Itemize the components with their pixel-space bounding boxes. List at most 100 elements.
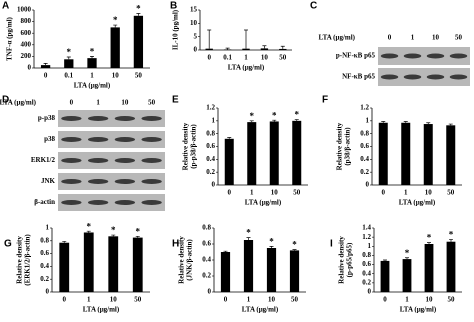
blot-header: LTA (μg/ml) [0, 99, 37, 107]
y-tick-label: 0 [366, 181, 370, 189]
x-tick-label: 50 [447, 189, 455, 197]
y-tick-label: 0.6 [360, 142, 369, 150]
y-tick-label: 0.6 [362, 260, 371, 268]
bar [380, 260, 390, 292]
bar [59, 242, 70, 292]
bar [247, 122, 257, 185]
blot-band [114, 200, 136, 205]
error-bar [86, 230, 91, 233]
panel-label: A [2, 1, 9, 12]
y-tick-label: 0.4 [40, 262, 49, 270]
bar [132, 237, 143, 292]
y-tick-label: 1.2 [206, 104, 215, 112]
blot-strip [58, 152, 165, 169]
error-bar [62, 241, 67, 243]
blot-band [141, 116, 162, 121]
row-label: ERK1/2 [31, 156, 56, 164]
panel-label: I [330, 239, 333, 250]
bar [243, 240, 254, 292]
blot-header: LTA (μg/ml) [319, 34, 356, 42]
x-tick-label: 0 [224, 296, 228, 304]
significance-mark: * [111, 225, 116, 235]
x-tick-label: 0.1 [64, 72, 73, 80]
lane-label: 1 [411, 34, 415, 42]
y-tick-label: 0.6 [40, 249, 49, 257]
bar [279, 48, 287, 50]
x-tick-label: 10 [110, 296, 118, 304]
x-axis-label: LTA (μg/ml) [74, 82, 111, 90]
x-tick-label: 50 [448, 296, 456, 304]
significance-mark: * [87, 221, 92, 231]
x-tick-label: 1 [244, 54, 248, 62]
error-bar [280, 45, 285, 49]
y-tick-label: 1 [366, 116, 370, 124]
y-axis-label: (p38/β-actin) [344, 127, 352, 166]
y-tick-label: 0.8 [202, 224, 211, 232]
significance-mark: * [67, 47, 72, 57]
error-bar [449, 239, 453, 242]
y-axis-label: (JNK/β-actin) [186, 239, 194, 281]
significance-mark: * [136, 226, 141, 236]
error-bar [66, 56, 71, 60]
y-tick-label: 0.8 [360, 129, 369, 137]
x-tick-label: 0 [44, 72, 48, 80]
significance-mark: * [136, 4, 141, 14]
blot-strip [58, 173, 165, 190]
significance-mark: * [272, 110, 277, 120]
y-tick-label: 0.2 [206, 168, 215, 176]
y-tick-label: 0.2 [362, 278, 371, 286]
panel-label: D [2, 95, 9, 106]
error-bar [43, 63, 48, 66]
significance-mark: * [427, 233, 432, 243]
y-tick-label: 0.8 [40, 236, 49, 244]
significance-mark: * [250, 111, 255, 121]
error-bar [227, 137, 232, 139]
significance-mark: * [246, 228, 251, 238]
x-tick-label: 1 [250, 189, 254, 197]
lane-label: 0 [388, 34, 392, 42]
blot-band [87, 137, 109, 142]
error-bar [113, 24, 118, 28]
blot-strip [58, 131, 165, 148]
bar [292, 120, 302, 185]
bar [289, 250, 300, 292]
error-bar [90, 56, 94, 59]
error-bar [272, 119, 277, 122]
blot-band [61, 179, 82, 184]
x-tick-label: 1 [90, 72, 94, 80]
y-tick-label: 0.4 [202, 256, 211, 264]
x-tick-label: 10 [261, 54, 269, 62]
error-bar [403, 121, 408, 123]
y-tick-label: 800 [21, 17, 32, 25]
y-tick-label: 0 [208, 288, 212, 296]
row-label: JNK [41, 177, 56, 185]
x-tick-label: 0.1 [223, 54, 232, 62]
y-tick-label: 0.2 [40, 275, 49, 283]
significance-mark: * [269, 236, 274, 246]
x-axis-label: LTA (μg/ml) [399, 199, 436, 207]
y-tick-label: 600 [21, 29, 32, 37]
blot-strip [58, 194, 165, 211]
bar [269, 121, 279, 185]
blot-strip [378, 47, 470, 65]
y-axis-label: (p-p38/β-actin) [190, 124, 198, 169]
bar [205, 48, 213, 50]
y-tick-label: 0.4 [360, 155, 369, 163]
lane-label: 1 [96, 99, 100, 107]
x-axis-label: LTA (μg/ml) [228, 64, 265, 72]
y-tick-label: 0 [28, 64, 32, 72]
x-tick-label: 10 [268, 296, 276, 304]
lane-label: 50 [148, 99, 156, 107]
row-label: p-p38 [38, 114, 56, 122]
blot-band [449, 53, 468, 59]
significance-mark: * [113, 15, 118, 25]
error-bar [223, 250, 228, 252]
blot-band [61, 158, 82, 163]
x-tick-label: 1 [404, 189, 408, 197]
y-axis-label: IL-10 (pg/ml) [172, 9, 180, 50]
bar [40, 65, 51, 68]
x-tick-label: 0 [63, 296, 67, 304]
bar [223, 49, 232, 50]
x-axis-label: LTA (μg/ml) [83, 306, 120, 314]
